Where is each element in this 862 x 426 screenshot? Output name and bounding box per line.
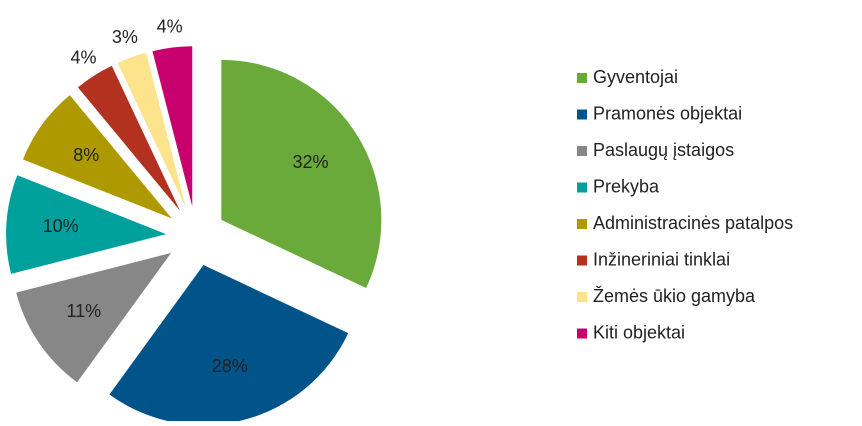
legend-label: Inžineriniai tinklai (593, 249, 730, 269)
legend-label: Gyventojai (593, 67, 678, 87)
pie-slice (77, 65, 180, 211)
pie-slice (152, 46, 193, 207)
legend-swatch (577, 255, 587, 266)
legend-label: Paslaugų įstaigos (593, 140, 734, 160)
pie-slice (117, 52, 186, 208)
legend-swatch (577, 73, 587, 83)
pie-slice (221, 59, 382, 289)
legend-swatch (577, 219, 587, 229)
legend-label: Kiti objektai (593, 322, 685, 342)
pie-slice (6, 175, 167, 274)
legend-swatch (577, 182, 587, 193)
legend-swatch (577, 146, 587, 156)
data-label: 32% (292, 152, 328, 172)
legend-swatch (577, 292, 587, 302)
data-label: 4% (157, 16, 183, 36)
data-label: 4% (70, 47, 96, 67)
data-label: 10% (43, 216, 79, 236)
pie-slice (109, 265, 349, 426)
data-label: 8% (73, 145, 99, 165)
pie-slice (16, 252, 172, 383)
legend-swatch (577, 328, 587, 339)
legend-swatch (577, 109, 587, 120)
pie-slice (22, 95, 172, 219)
legend-label: Pramonės objektai (593, 103, 742, 123)
legend-label: Žemės ūkio gamyba (593, 286, 756, 306)
data-label: 3% (112, 27, 138, 47)
legend-label: Administracinės patalpos (593, 213, 793, 233)
data-label: 28% (212, 356, 248, 376)
data-label: 11% (66, 301, 101, 321)
legend-label: Prekyba (593, 176, 660, 196)
